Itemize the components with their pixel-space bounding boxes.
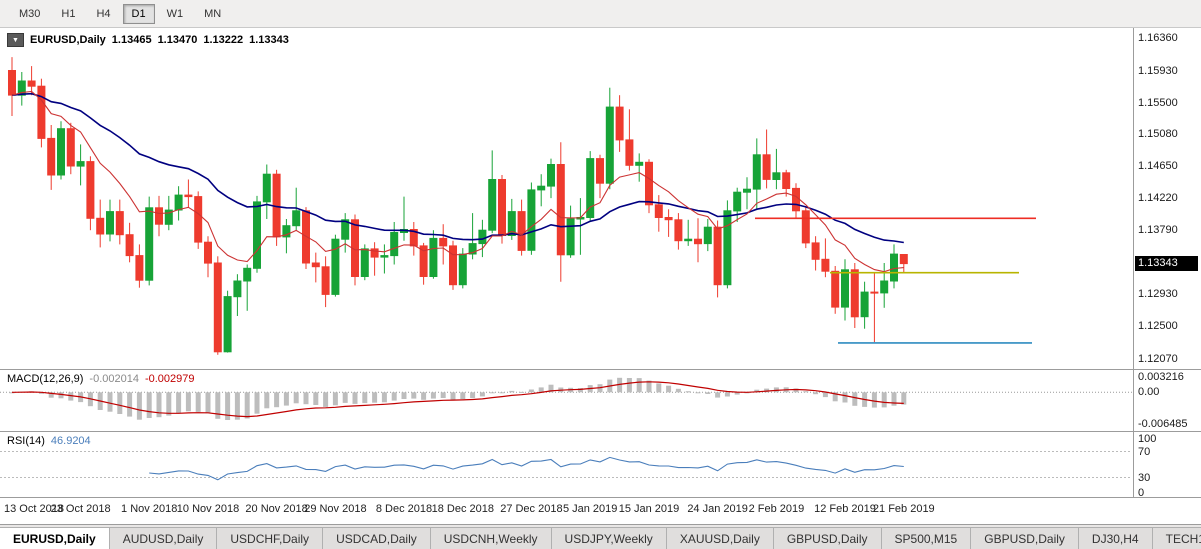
macd-axis-label: 0.003216 — [1138, 371, 1184, 383]
price-pane: ▼ EURUSD,Daily 1.13465 1.13470 1.13222 1… — [0, 28, 1201, 370]
timeframe-toolbar: M30 H1 H4 D1 W1 MN — [0, 0, 1201, 28]
price-axis-label: 1.14220 — [1138, 192, 1178, 205]
date-axis-label: 24 Jan 2019 — [687, 503, 748, 515]
ohlc-high-value: 1.13470 — [157, 34, 198, 46]
chart-tab-usdchf-daily[interactable]: USDCHF,Daily — [216, 527, 324, 549]
date-axis-label: 21 Feb 2019 — [872, 503, 935, 515]
price-axis-label: 1.15500 — [1138, 96, 1178, 109]
price-chart-canvas[interactable] — [0, 28, 1132, 369]
date-axis-label: 8 Dec 2018 — [375, 503, 433, 515]
chart-tab-usdjpy-weekly[interactable]: USDJPY,Weekly — [550, 527, 667, 549]
timeframe-button-h4[interactable]: H4 — [96, 7, 111, 20]
chart-header: ▼ EURUSD,Daily 1.13465 1.13470 1.13222 1… — [7, 33, 289, 47]
price-axis-label: 1.12930 — [1138, 288, 1178, 301]
rsi-chart-canvas[interactable] — [0, 432, 1132, 497]
timeframe-button-h1[interactable]: H1 — [61, 7, 76, 20]
chart-tab-sp500-m15[interactable]: SP500,M15 — [880, 527, 972, 549]
price-axis-label: 1.14650 — [1138, 160, 1178, 173]
macd-pane: MACD(12,26,9) -0.002014 -0.002979 0.0032… — [0, 370, 1201, 432]
date-axis-label: 5 Jan 2019 — [562, 503, 618, 515]
chart-tab-gbpusd-daily[interactable]: GBPUSD,Daily — [772, 527, 882, 549]
timeframe-button-d1[interactable]: D1 — [122, 3, 155, 24]
chart-symbol-label: EURUSD,Daily — [30, 34, 106, 46]
macd-chart-canvas[interactable] — [0, 370, 1132, 431]
rsi-axis-label: 100 — [1138, 433, 1157, 445]
chart-tab-audusd-daily[interactable]: AUDUSD,Daily — [108, 527, 218, 549]
chart-tab-usdcad-daily[interactable]: USDCAD,Daily — [322, 527, 431, 549]
macd-axis-label: 0.00 — [1138, 386, 1160, 399]
date-axis-label: 20 Nov 2018 — [245, 503, 308, 515]
chart-tabbar: EURUSD,Daily AUDUSD,Daily USDCHF,Daily USDC… — [0, 524, 1201, 549]
date-axis-label: 13 Oct 2018 — [4, 503, 64, 515]
date-axis-label: 18 Dec 2018 — [431, 503, 494, 515]
macd-axis[interactable]: 0.003216 0.00 -0.006485 — [1133, 370, 1201, 431]
chart-tab-xauusd-daily[interactable]: XAUUSD,Daily — [665, 527, 774, 549]
macd-header: MACD(12,26,9) -0.002014 -0.002979 — [7, 373, 195, 385]
timeframe-button-m30[interactable]: M30 — [19, 7, 41, 20]
price-axis-label: 1.16360 — [1138, 32, 1178, 45]
chart-tab-eurusd-daily[interactable]: EURUSD,Daily — [0, 527, 110, 549]
date-axis-label: 10 Nov 2018 — [176, 503, 240, 515]
rsi-label: RSI(14) — [7, 435, 45, 447]
date-axis-label: 23 Oct 2018 — [50, 503, 111, 515]
date-axis-label: 1 Nov 2018 — [121, 503, 178, 515]
chart-tab-gbpusd-daily[interactable]: GBPUSD,Daily — [970, 527, 1079, 549]
chart-tab-dj30-h4[interactable]: DJ30,H4 — [1077, 527, 1153, 549]
rsi-axis-label: 70 — [1138, 445, 1151, 458]
price-axis-label: 1.15080 — [1138, 127, 1178, 140]
date-axis[interactable]: 13 Oct 2018 23 Oct 2018 1 Nov 2018 10 Nov 2… — [0, 498, 1201, 524]
date-axis-label: 2 Feb 2019 — [748, 503, 805, 515]
chevron-down-icon: ▼ — [12, 36, 19, 44]
timeframe-button-mn[interactable]: MN — [204, 7, 222, 20]
macd-signal-value: -0.002979 — [144, 373, 195, 385]
ohlc-close-value: 1.13343 — [249, 34, 289, 46]
date-axis-label: 29 Nov 2018 — [304, 503, 367, 515]
ohlc-low-value: 1.13222 — [203, 34, 244, 46]
rsi-axis[interactable]: 100 70 30 0 — [1133, 432, 1201, 499]
date-axis-label: 15 Jan 2019 — [618, 503, 680, 515]
price-axis-label: 1.13790 — [1138, 224, 1178, 237]
date-axis-label: 12 Feb 2019 — [814, 503, 876, 515]
date-axis-label: 27 Dec 2018 — [500, 503, 563, 515]
price-axis-label: 1.12070 — [1138, 352, 1178, 365]
chart-tab-usdcnh-weekly[interactable]: USDCNH,Weekly — [429, 527, 552, 549]
macd-axis-label: -0.006485 — [1138, 418, 1188, 431]
rsi-axis-label: 0 — [1138, 487, 1145, 499]
price-axis[interactable]: 1.16360 1.15930 1.15500 1.15080 1.14650 1.142… — [1133, 28, 1201, 369]
macd-main-value: -0.002014 — [89, 373, 139, 385]
rsi-value: 46.9204 — [50, 435, 91, 447]
rsi-axis-label: 30 — [1138, 471, 1151, 484]
timeframe-button-w1[interactable]: W1 — [166, 7, 184, 20]
price-axis-label: 1.15930 — [1138, 64, 1178, 77]
current-price-marker: 1.13343 — [1135, 255, 1198, 271]
chart-tab-tech1[interactable]: TECH1 — [1151, 527, 1201, 549]
symbol-dropdown-button[interactable]: ▼ — [7, 33, 24, 47]
ohlc-open-value: 1.13465 — [111, 34, 152, 46]
macd-label: MACD(12,26,9) — [7, 373, 84, 385]
rsi-header: RSI(14) 46.9204 — [7, 435, 91, 447]
price-axis-label: 1.12500 — [1138, 320, 1178, 333]
rsi-pane: RSI(14) 46.9204 100 70 30 0 — [0, 432, 1201, 499]
